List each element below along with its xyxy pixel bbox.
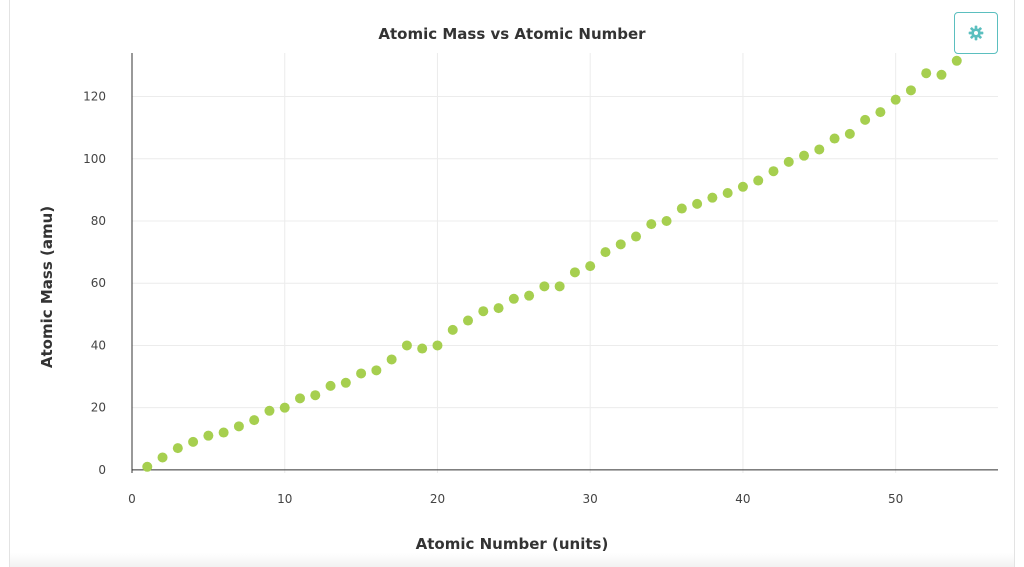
data-point: [325, 380, 336, 391]
panel-bottom-fade: [10, 553, 1014, 567]
chart-title: Atomic Mass vs Atomic Number: [378, 25, 646, 43]
data-point: [951, 55, 962, 66]
y-tick-label: 80: [91, 214, 106, 228]
data-point: [142, 461, 153, 472]
data-point: [478, 306, 489, 317]
grid-lines: [132, 53, 998, 473]
data-point: [356, 368, 367, 379]
data-point: [829, 133, 840, 144]
x-tick-label: 10: [277, 492, 292, 506]
y-axis-title: Atomic Mass (amu): [38, 206, 56, 368]
data-point: [371, 365, 382, 376]
data-point: [203, 430, 214, 441]
data-point: [905, 85, 916, 96]
data-point: [936, 69, 947, 80]
data-point: [157, 452, 168, 463]
data-point: [539, 281, 550, 292]
axes: [131, 53, 998, 473]
data-point: [799, 150, 810, 161]
x-tick-label: 50: [888, 492, 903, 506]
data-point: [172, 443, 183, 454]
x-tick-label: 0: [128, 492, 136, 506]
data-point: [921, 68, 932, 79]
y-tick-label: 20: [91, 401, 106, 415]
tick-labels: 0 10 20 30 40 50 0 20 40 60 80 100 120: [83, 90, 903, 506]
data-point: [722, 188, 733, 198]
data-point: [753, 175, 764, 186]
data-point: [737, 181, 748, 192]
data-point: [783, 156, 794, 167]
settings-button[interactable]: [954, 12, 998, 54]
data-point: [447, 324, 458, 335]
y-tick-label: 60: [91, 276, 106, 290]
data-point: [401, 340, 412, 351]
data-point: [233, 421, 244, 432]
data-point: [615, 239, 626, 250]
data-point: [814, 144, 825, 155]
data-point: [340, 377, 351, 388]
data-point: [768, 166, 779, 177]
data-point: [264, 405, 275, 416]
data-point: [661, 216, 672, 226]
y-tick-label: 0: [98, 463, 106, 477]
data-point: [188, 436, 199, 447]
data-point: [692, 198, 703, 209]
y-tick-label: 40: [91, 338, 106, 352]
data-point: [676, 203, 687, 214]
data-point: [569, 267, 580, 278]
data-point: [646, 219, 657, 230]
data-points: [142, 55, 962, 472]
data-point: [295, 393, 306, 404]
gear-icon: [968, 25, 984, 41]
data-point: [508, 293, 519, 304]
y-tick-label: 120: [83, 90, 106, 104]
x-axis-title: Atomic Number (units): [416, 535, 609, 553]
data-point: [386, 354, 397, 365]
data-point: [493, 303, 504, 314]
data-point: [463, 315, 474, 326]
data-point: [417, 343, 428, 354]
data-point: [860, 114, 871, 125]
data-point: [524, 290, 535, 301]
x-tick-label: 20: [430, 492, 445, 506]
data-point: [844, 128, 855, 139]
data-point: [631, 231, 642, 242]
data-point: [310, 390, 321, 401]
data-point: [279, 402, 290, 413]
y-tick-label: 100: [83, 152, 106, 166]
data-point: [585, 261, 596, 272]
x-tick-label: 40: [735, 492, 750, 506]
data-point: [890, 94, 901, 105]
data-point: [554, 281, 565, 292]
data-point: [432, 340, 443, 351]
data-point: [875, 107, 886, 118]
data-point: [218, 427, 229, 438]
data-point: [600, 247, 611, 258]
data-point: [249, 415, 260, 426]
x-tick-label: 30: [583, 492, 598, 506]
data-point: [707, 192, 718, 203]
